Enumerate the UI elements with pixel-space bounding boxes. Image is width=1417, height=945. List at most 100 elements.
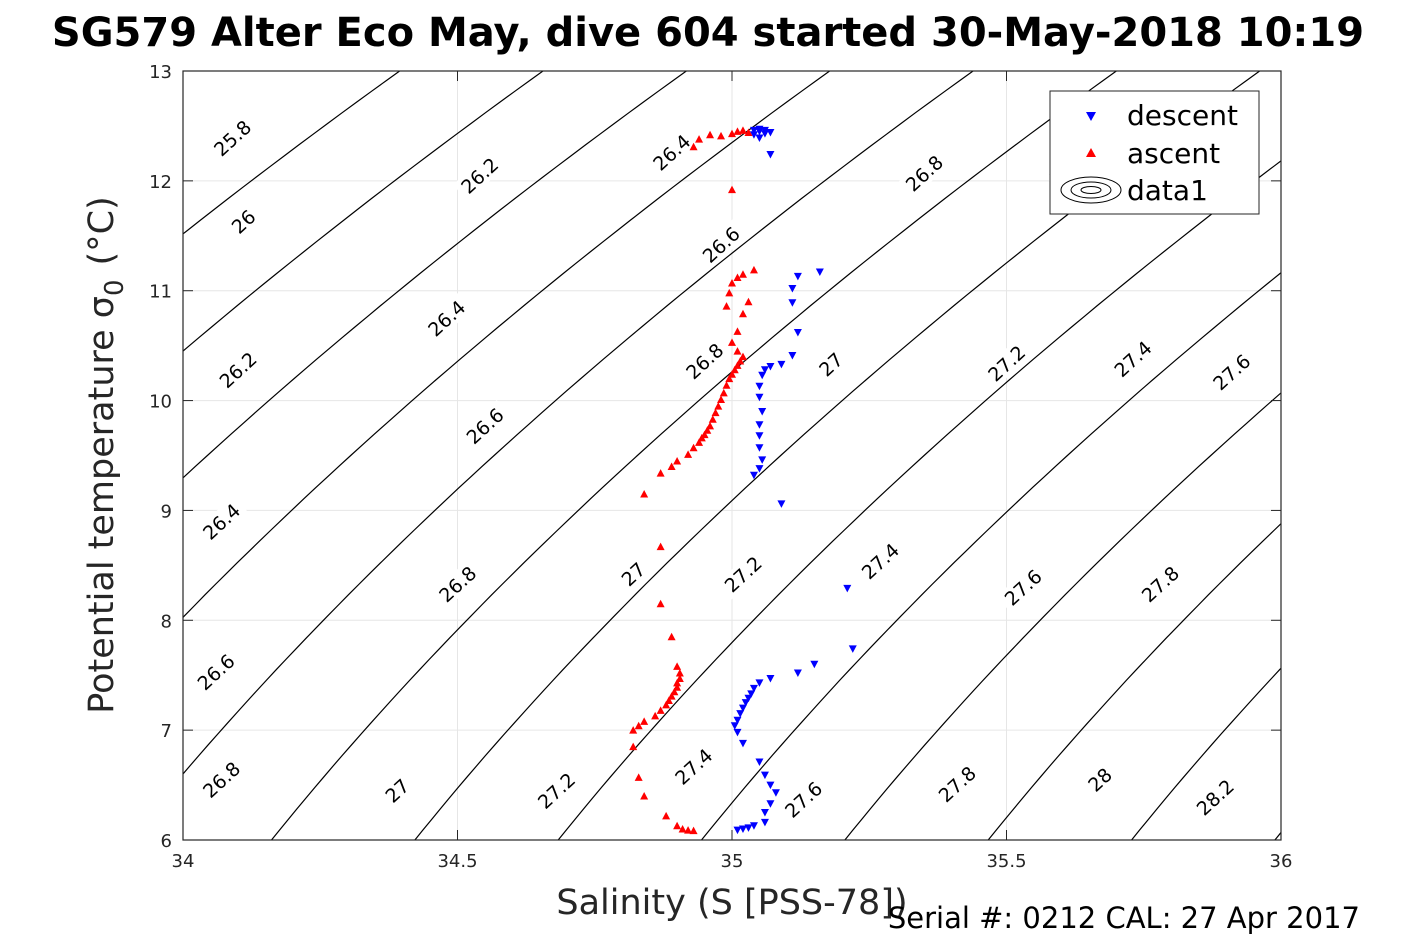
- x-tick-label: 35.5: [986, 851, 1026, 872]
- isopycnal-line: [557, 160, 1281, 840]
- descent-point: [755, 393, 764, 402]
- descent-point: [815, 268, 824, 277]
- descent-point: [771, 789, 780, 797]
- descent-point: [755, 382, 764, 391]
- ascent-point: [728, 279, 736, 287]
- ascent-point: [733, 347, 742, 355]
- isopycnal-line: [183, 71, 688, 479]
- contour-label-bg: [189, 646, 243, 698]
- x-tick-label: 34.5: [437, 851, 477, 872]
- contour-label-bg: [458, 400, 512, 452]
- ascent-point: [744, 297, 753, 306]
- descent-point: [760, 818, 769, 827]
- ascent-point: [673, 662, 682, 670]
- ascent-point: [678, 825, 687, 833]
- y-axis-label-unit: (°C): [82, 196, 122, 265]
- isopycnal-line: [1130, 667, 1281, 840]
- descent-point: [777, 360, 786, 369]
- y-axis-label-subscript: 0: [100, 279, 130, 296]
- contour-label-bg: [211, 344, 265, 396]
- descent-point: [755, 134, 764, 143]
- isopycnal-line: [270, 71, 1118, 840]
- descent-point: [755, 127, 764, 136]
- descent-point: [777, 500, 786, 508]
- contour-label-bg: [194, 495, 249, 548]
- descent-series: [730, 125, 857, 835]
- ascent-point: [706, 421, 715, 430]
- contour-label-bg: [224, 203, 262, 240]
- isopycnal-contours: [183, 71, 1281, 840]
- ascent-point: [738, 126, 747, 134]
- ascent-point: [725, 288, 734, 297]
- contour-label-bg: [1204, 346, 1259, 398]
- ascent-point: [717, 131, 726, 140]
- ascent-point: [640, 489, 649, 498]
- ascent-point: [673, 456, 682, 465]
- ascent-point: [695, 135, 704, 143]
- ascent-point: [656, 542, 665, 551]
- contour-label-bg: [776, 773, 831, 826]
- ascent-point: [673, 821, 682, 830]
- ascent-point: [684, 826, 693, 834]
- descent-point: [730, 722, 739, 730]
- legend-ascent-marker: [1086, 148, 1096, 157]
- y-tick-label: 12: [149, 172, 172, 193]
- contour-label-bg: [812, 346, 850, 383]
- ascent-point: [738, 352, 747, 361]
- legend-contour-icon: [1060, 176, 1122, 204]
- contour-label-bg: [452, 149, 507, 202]
- y-tick-label: 13: [149, 62, 172, 83]
- descent-point: [758, 371, 767, 380]
- ascent-point: [629, 726, 638, 734]
- ascent-point: [656, 599, 665, 608]
- ascent-point: [629, 742, 638, 751]
- y-tick-label: 10: [149, 392, 172, 413]
- serial-cal-footer: Serial #: 0212 CAL: 27 Apr 2017: [888, 901, 1360, 935]
- ascent-point: [675, 674, 684, 683]
- descent-point: [758, 408, 767, 416]
- ascent-point: [651, 711, 660, 720]
- y-tick-label: 11: [149, 282, 172, 303]
- contour-label-bg: [194, 753, 249, 806]
- legend-data1-label: data1: [1127, 174, 1208, 207]
- isopycnal-line: [183, 71, 975, 775]
- ascent-point: [738, 309, 747, 318]
- descent-point: [766, 150, 775, 159]
- legend-box: [1049, 90, 1260, 215]
- ascent-point: [664, 696, 673, 704]
- ascent-series: [629, 126, 758, 835]
- descent-point: [733, 728, 742, 737]
- ascent-point: [656, 469, 665, 477]
- ascent-point: [670, 687, 679, 696]
- y-axis-label-main: Potential temperature σ: [82, 296, 122, 714]
- ascent-point: [640, 792, 649, 800]
- ascent-point: [738, 270, 747, 278]
- chart-title: SG579 Alter Eco May, dive 604 started 30…: [52, 10, 1364, 56]
- descent-point: [766, 363, 775, 371]
- data-series: [629, 125, 857, 835]
- contour-label-bg: [677, 335, 732, 387]
- x-axis-label: Salinity (S [PSS-78]): [556, 883, 907, 923]
- x-tick-label: 34: [172, 851, 195, 872]
- ascent-point: [733, 273, 742, 282]
- ascent-point: [719, 388, 728, 397]
- descent-point: [747, 690, 756, 698]
- ascent-point: [634, 721, 643, 730]
- legend-descent-marker: [1086, 112, 1096, 121]
- y-axis-label: Potential temperature σ0 (°C): [82, 196, 130, 714]
- ascent-point: [736, 357, 745, 365]
- isopycnal-line: [183, 71, 831, 619]
- ascent-point: [722, 302, 731, 310]
- contour-label-bg: [1081, 761, 1119, 798]
- ascent-point: [706, 130, 715, 139]
- descent-point: [760, 366, 769, 374]
- descent-point: [793, 272, 802, 281]
- y-tick-label: 8: [161, 611, 172, 632]
- descent-point: [755, 758, 764, 767]
- descent-point: [848, 645, 857, 653]
- ascent-point: [722, 381, 731, 389]
- ascent-point: [684, 450, 693, 458]
- ascent-point: [733, 361, 742, 369]
